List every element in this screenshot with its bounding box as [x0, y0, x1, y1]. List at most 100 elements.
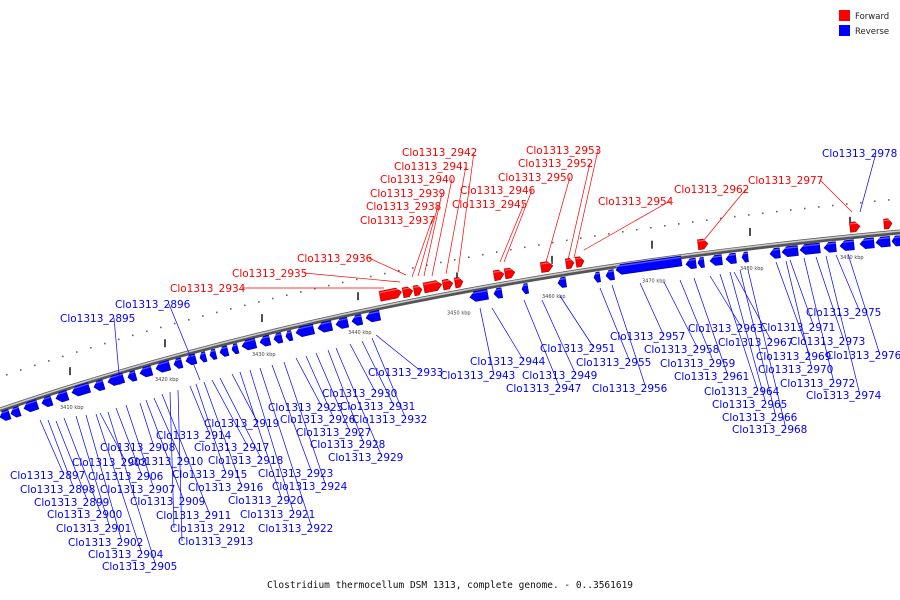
reverse-gene-arrow[interactable]	[22, 399, 40, 413]
forward-gene-arrow[interactable]	[441, 278, 454, 291]
forward-gene-label[interactable]: Clo1313_2946	[460, 185, 536, 197]
reverse-gene-arrow[interactable]	[823, 241, 837, 253]
reverse-gene-label[interactable]: Clo1313_2910	[128, 456, 203, 468]
reverse-gene-arrow[interactable]	[593, 271, 602, 283]
reverse-gene-arrow[interactable]	[769, 247, 781, 259]
reverse-gene-arrow[interactable]	[273, 332, 284, 345]
reverse-gene-label[interactable]: Clo1313_2933	[368, 367, 443, 379]
reverse-gene-label[interactable]: Clo1313_2961	[674, 371, 749, 383]
reverse-gene-arrow[interactable]	[615, 255, 683, 275]
reverse-gene-label[interactable]: Clo1313_2958	[644, 344, 719, 356]
reverse-gene-arrow[interactable]	[351, 314, 364, 326]
reverse-gene-arrow[interactable]	[172, 357, 184, 370]
reverse-gene-label[interactable]: Clo1313_2943	[440, 370, 515, 382]
reverse-gene-label[interactable]: Clo1313_2928	[310, 439, 385, 451]
forward-gene-arrow[interactable]	[883, 218, 893, 230]
reverse-gene-arrow[interactable]	[154, 359, 172, 373]
reverse-gene-label[interactable]: Clo1313_2974	[806, 390, 882, 402]
reverse-gene-label[interactable]: Clo1313_2915	[172, 469, 247, 481]
reverse-gene-label[interactable]: Clo1313_2913	[178, 536, 253, 548]
reverse-gene-label[interactable]: Clo1313_2923	[258, 468, 333, 480]
reverse-gene-label[interactable]: Clo1313_2975	[806, 307, 881, 319]
forward-gene-label[interactable]: Clo1313_2977	[748, 175, 823, 187]
reverse-gene-arrow[interactable]	[685, 257, 697, 270]
reverse-gene-label[interactable]: Clo1313_2957	[610, 331, 685, 343]
reverse-gene-label[interactable]: Clo1313_2931	[340, 401, 415, 413]
reverse-gene-arrow[interactable]	[285, 330, 294, 342]
reverse-gene-label[interactable]: Clo1313_2911	[156, 510, 231, 522]
reverse-gene-arrow[interactable]	[839, 239, 855, 251]
reverse-gene-label[interactable]: Clo1313_2898	[20, 484, 95, 496]
reverse-gene-label[interactable]: Clo1313_2918	[208, 455, 283, 467]
forward-gene-arrow[interactable]	[697, 238, 709, 251]
reverse-gene-arrow[interactable]	[781, 245, 799, 257]
reverse-gene-label[interactable]: Clo1313_2926	[280, 414, 356, 426]
reverse-gene-label[interactable]: Clo1313_2965	[712, 399, 787, 411]
reverse-gene-arrow[interactable]	[725, 252, 737, 264]
reverse-gene-label[interactable]: Clo1313_2944	[470, 356, 546, 368]
reverse-gene-label[interactable]: Clo1313_2972	[780, 378, 855, 390]
forward-gene-arrow[interactable]	[849, 221, 861, 233]
reverse-gene-label[interactable]: Clo1313_2976	[826, 350, 900, 362]
reverse-gene-label[interactable]: Clo1313_2895	[60, 313, 135, 325]
reverse-gene-label[interactable]: Clo1313_2908	[100, 442, 175, 454]
reverse-gene-arrow[interactable]	[295, 323, 316, 338]
reverse-gene-label[interactable]: Clo1313_2951	[540, 343, 615, 355]
reverse-gene-arrow[interactable]	[9, 405, 22, 418]
forward-gene-arrow[interactable]	[412, 284, 423, 297]
reverse-gene-arrow[interactable]	[493, 287, 504, 299]
reverse-gene-label[interactable]: Clo1313_2930	[322, 388, 397, 400]
forward-gene-label[interactable]: Clo1313_2938	[366, 201, 441, 213]
forward-gene-label[interactable]: Clo1313_2945	[452, 199, 527, 211]
reverse-gene-label[interactable]: Clo1313_2901	[56, 523, 131, 535]
reverse-gene-arrow[interactable]	[0, 408, 12, 422]
reverse-gene-label[interactable]: Clo1313_2921	[240, 509, 315, 521]
reverse-gene-arrow[interactable]	[126, 370, 138, 383]
reverse-gene-arrow[interactable]	[521, 283, 530, 295]
reverse-gene-label[interactable]: Clo1313_2966	[722, 412, 798, 424]
reverse-gene-label[interactable]: Clo1313_2897	[10, 470, 85, 482]
reverse-gene-arrow[interactable]	[138, 365, 154, 378]
reverse-gene-label[interactable]: Clo1313_2959	[660, 358, 735, 370]
reverse-gene-label[interactable]: Clo1313_2907	[100, 484, 175, 496]
forward-gene-arrow[interactable]	[453, 277, 464, 289]
reverse-gene-label[interactable]: Clo1313_2903	[72, 457, 147, 469]
reverse-gene-arrow[interactable]	[230, 343, 240, 355]
reverse-gene-arrow[interactable]	[241, 337, 258, 351]
reverse-gene-arrow[interactable]	[54, 389, 70, 403]
forward-gene-arrow[interactable]	[422, 280, 443, 294]
forward-gene-label[interactable]: Clo1313_2942	[402, 147, 477, 159]
reverse-gene-label[interactable]: Clo1313_2955	[576, 357, 651, 369]
reverse-gene-label[interactable]: Clo1313_2971	[760, 322, 835, 334]
reverse-gene-arrow[interactable]	[605, 269, 615, 281]
reverse-gene-label[interactable]: Clo1313_2956	[592, 383, 668, 395]
reverse-gene-arrow[interactable]	[40, 395, 54, 409]
reverse-gene-label[interactable]: Clo1313_2949	[522, 370, 597, 382]
reverse-gene-label[interactable]: Clo1313_2906	[88, 471, 164, 483]
reverse-gene-label[interactable]: Clo1313_2917	[194, 442, 269, 454]
reverse-gene-label[interactable]: Clo1313_2969	[756, 351, 831, 363]
reverse-gene-label[interactable]: Clo1313_2968	[732, 424, 807, 436]
reverse-gene-label[interactable]: Clo1313_2924	[272, 481, 348, 493]
reverse-gene-label[interactable]: Clo1313_2964	[704, 386, 780, 398]
reverse-gene-arrow[interactable]	[859, 237, 875, 249]
forward-gene-arrow[interactable]	[401, 286, 414, 299]
forward-gene-label[interactable]: Clo1313_2952	[518, 158, 593, 170]
forward-gene-arrow[interactable]	[492, 269, 505, 282]
reverse-gene-label[interactable]: Clo1313_2919	[204, 418, 279, 430]
reverse-gene-label[interactable]: Clo1313_2916	[188, 482, 264, 494]
reverse-gene-arrow[interactable]	[218, 345, 230, 358]
forward-gene-arrow[interactable]	[378, 287, 403, 302]
reverse-gene-label[interactable]: Clo1313_2978	[822, 148, 897, 160]
reverse-gene-label[interactable]: Clo1313_2896	[115, 299, 191, 311]
forward-gene-arrow[interactable]	[564, 257, 575, 270]
reverse-gene-arrow[interactable]	[697, 256, 705, 268]
forward-gene-label[interactable]: Clo1313_2950	[498, 172, 573, 184]
reverse-gene-label[interactable]: Clo1313_2970	[758, 364, 833, 376]
reverse-gene-arrow[interactable]	[469, 288, 489, 302]
reverse-gene-label[interactable]: Clo1313_2963	[688, 323, 763, 335]
reverse-gene-arrow[interactable]	[799, 242, 821, 255]
reverse-gene-label[interactable]: Clo1313_2925	[268, 402, 343, 414]
reverse-gene-label[interactable]: Clo1313_2902	[68, 537, 143, 549]
reverse-gene-arrow[interactable]	[208, 348, 218, 360]
